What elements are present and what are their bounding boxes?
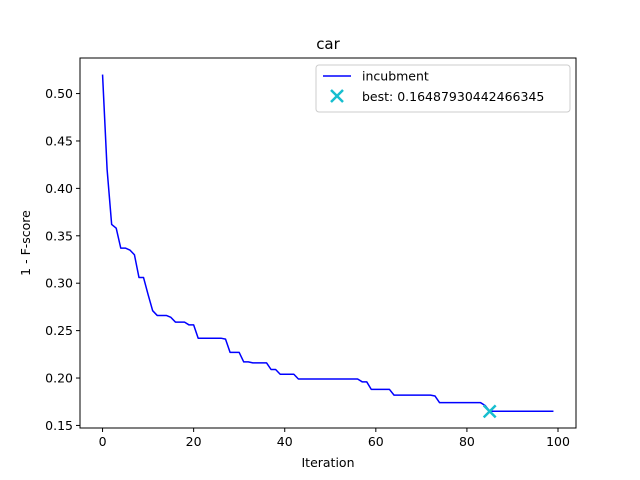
legend-label-best: best: 0.16487930442466345 <box>362 89 544 104</box>
series-line-incubment <box>101 74 554 412</box>
x-tick-label: 60 <box>368 434 384 449</box>
y-axis-label: 1 - F-score <box>18 210 33 276</box>
legend-box <box>315 64 571 113</box>
y-tick-label: 0.30 <box>45 276 73 291</box>
y-tick-label: 0.50 <box>45 86 73 101</box>
legend: incubment best: 0.16487930442466345 <box>315 64 571 113</box>
x-axis-label: Iteration <box>301 455 354 470</box>
x-tick-label: 0 <box>99 434 107 449</box>
plot-area: 0 20 40 60 80 100 0.15 0.20 0.25 0.30 0.35 0.40 0.45… <box>45 74 570 449</box>
x-tick-label: 80 <box>459 434 475 449</box>
x-tick-label: 40 <box>277 434 293 449</box>
x-tick-label: 100 <box>546 434 570 449</box>
y-tick-label: 0.20 <box>45 371 73 386</box>
chart-title: car <box>316 35 340 53</box>
y-tick-label: 0.40 <box>45 181 73 196</box>
y-tick-label: 0.35 <box>45 228 73 243</box>
y-tick-label: 0.45 <box>45 133 73 148</box>
best-marker-stroke-b <box>482 404 497 419</box>
legend-label-incubment: incubment <box>362 69 429 84</box>
legend-best-marker <box>330 89 344 103</box>
y-tick-label: 0.15 <box>45 418 73 433</box>
x-tick-label: 20 <box>186 434 202 449</box>
y-tick-label: 0.25 <box>45 323 73 338</box>
plot-frame <box>79 57 577 429</box>
